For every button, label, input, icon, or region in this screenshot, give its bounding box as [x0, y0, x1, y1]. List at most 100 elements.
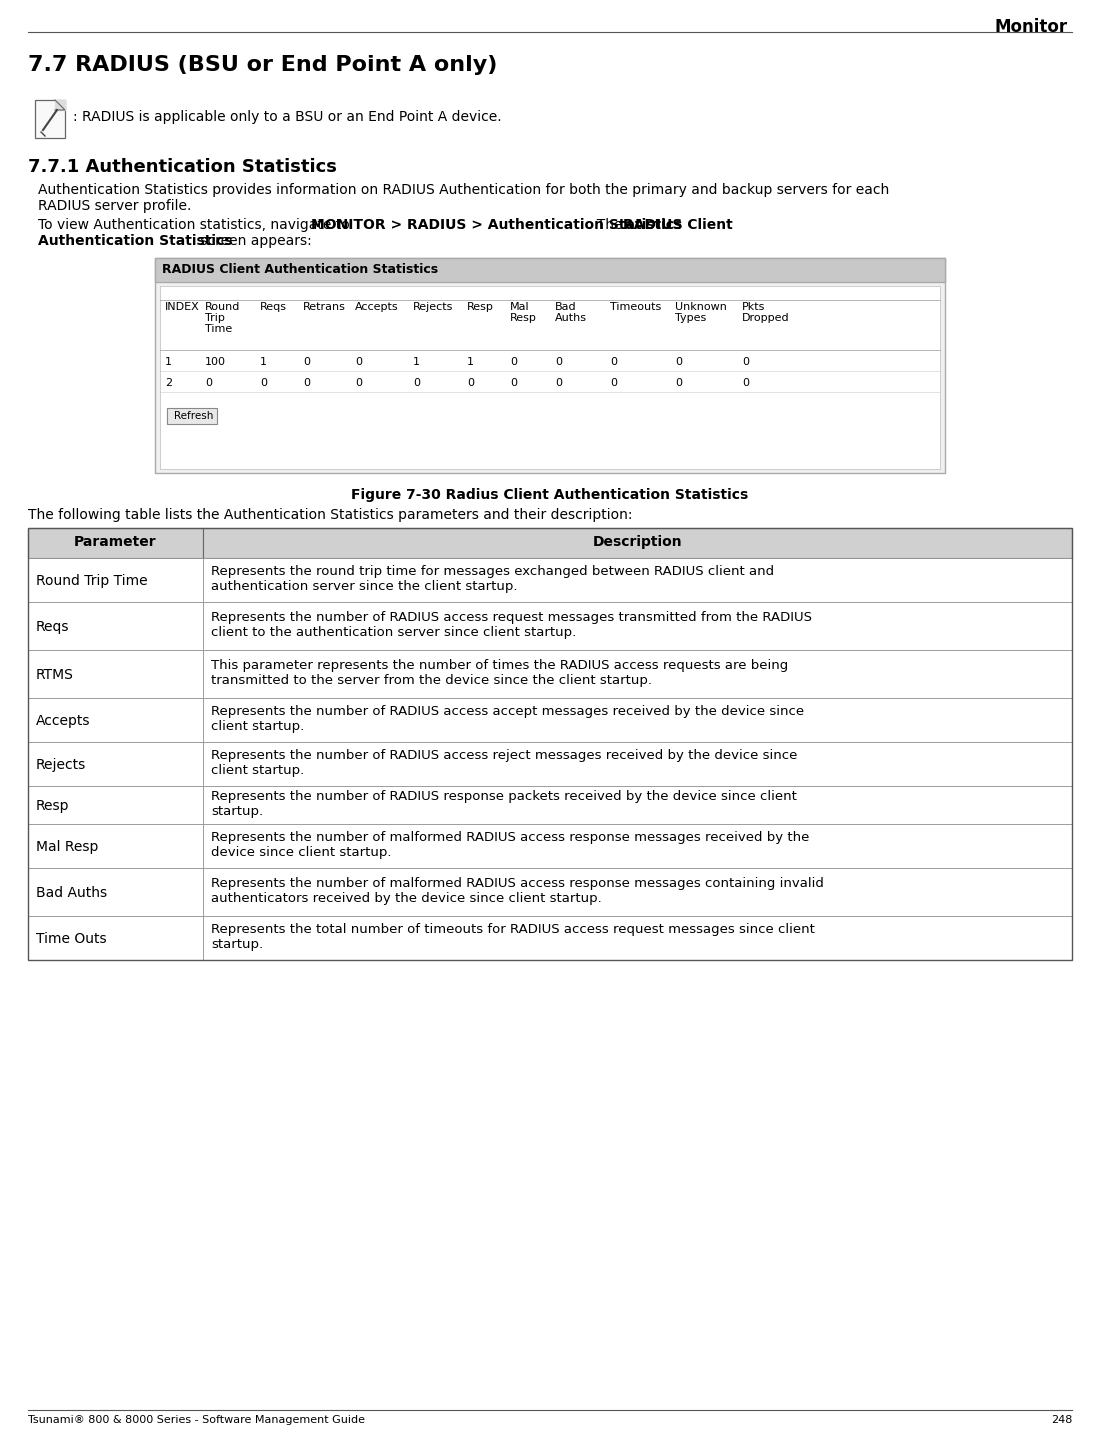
Bar	[204, 527, 1072, 557]
Text: 0: 0	[302, 379, 310, 389]
Bar	[204, 742, 1072, 786]
Text: 1: 1	[165, 357, 172, 367]
Text: startup.: startup.	[211, 805, 263, 817]
Text: Types: Types	[675, 313, 706, 323]
Bar	[167, 409, 217, 424]
Text: 0: 0	[355, 357, 362, 367]
Text: 0: 0	[556, 357, 562, 367]
Text: The following table lists the Authentication Statistics parameters and their des: The following table lists the Authentica…	[28, 507, 632, 522]
Text: 0: 0	[742, 357, 749, 367]
Text: Reqs: Reqs	[36, 620, 69, 634]
Bar	[204, 825, 1072, 867]
Polygon shape	[55, 100, 65, 110]
Text: RADIUS server profile.: RADIUS server profile.	[39, 199, 191, 213]
Text: 0: 0	[675, 357, 682, 367]
Bar	[28, 742, 204, 786]
Text: Represents the number of RADIUS access accept messages received by the device si: Represents the number of RADIUS access a…	[211, 704, 804, 717]
Text: Resp: Resp	[510, 313, 537, 323]
Text: Parameter: Parameter	[74, 534, 157, 549]
Text: Represents the number of RADIUS access reject messages received by the device si: Represents the number of RADIUS access r…	[211, 749, 798, 762]
Text: Represents the number of malformed RADIUS access response messages containing in: Represents the number of malformed RADIU…	[211, 877, 824, 890]
Bar	[28, 786, 204, 825]
Text: Round: Round	[205, 302, 241, 312]
Text: Represents the number of RADIUS response packets received by the device since cl: Represents the number of RADIUS response…	[211, 790, 796, 803]
Text: device since client startup.: device since client startup.	[211, 846, 392, 859]
Text: 0: 0	[412, 379, 420, 389]
Bar	[28, 825, 204, 867]
Text: Represents the number of RADIUS access request messages transmitted from the RAD: Represents the number of RADIUS access r…	[211, 612, 812, 624]
Bar	[204, 650, 1072, 697]
Text: 0: 0	[205, 379, 212, 389]
Text: Bad Auths: Bad Auths	[36, 886, 107, 900]
Text: Accepts: Accepts	[36, 714, 90, 727]
Text: To view Authentication statistics, navigate to: To view Authentication statistics, navig…	[39, 219, 354, 231]
Text: 0: 0	[355, 379, 362, 389]
Text: 0: 0	[675, 379, 682, 389]
Text: . The: . The	[587, 219, 627, 231]
Text: Resp: Resp	[36, 799, 69, 813]
Text: Trip: Trip	[205, 313, 224, 323]
Bar	[28, 697, 204, 742]
Text: Rejects: Rejects	[412, 302, 453, 312]
Text: 7.7 RADIUS (BSU or End Point A only): 7.7 RADIUS (BSU or End Point A only)	[28, 54, 497, 74]
Bar	[28, 602, 204, 650]
Text: 0: 0	[742, 379, 749, 389]
Text: 248: 248	[1050, 1415, 1072, 1425]
Text: Accepts: Accepts	[355, 302, 398, 312]
Text: RTMS: RTMS	[36, 667, 74, 682]
Text: Pkts: Pkts	[742, 302, 766, 312]
Text: MONITOR > RADIUS > Authentication Statistics: MONITOR > RADIUS > Authentication Statis…	[310, 219, 682, 231]
Text: 7.7.1 Authentication Statistics: 7.7.1 Authentication Statistics	[28, 159, 337, 176]
Bar	[204, 867, 1072, 916]
Text: client startup.: client startup.	[211, 720, 305, 733]
Text: Authentication Statistics provides information on RADIUS Authentication for both: Authentication Statistics provides infor…	[39, 183, 889, 197]
Text: 100: 100	[205, 357, 225, 367]
Text: transmitted to the server from the device since the client startup.: transmitted to the server from the devic…	[211, 674, 652, 687]
Text: Bad: Bad	[556, 302, 576, 312]
Bar	[204, 697, 1072, 742]
Text: screen appears:: screen appears:	[196, 234, 311, 249]
Text: startup.: startup.	[211, 937, 263, 952]
Text: 2: 2	[165, 379, 172, 389]
Text: Time: Time	[205, 324, 232, 334]
Text: 1: 1	[412, 357, 420, 367]
Text: Mal Resp: Mal Resp	[36, 840, 98, 855]
Bar	[28, 527, 1072, 960]
Bar	[28, 867, 204, 916]
Text: authentication server since the client startup.: authentication server since the client s…	[211, 580, 517, 593]
Bar	[204, 602, 1072, 650]
Bar	[204, 557, 1072, 602]
Text: This parameter represents the number of times the RADIUS access requests are bei: This parameter represents the number of …	[211, 659, 789, 672]
Text: 0: 0	[510, 379, 517, 389]
Text: Description: Description	[593, 534, 682, 549]
Text: client startup.: client startup.	[211, 765, 305, 777]
Text: RADIUS Client Authentication Statistics: RADIUS Client Authentication Statistics	[162, 263, 438, 276]
Text: 1: 1	[468, 357, 474, 367]
Bar	[28, 527, 204, 557]
Text: 0: 0	[556, 379, 562, 389]
Text: 0: 0	[302, 357, 310, 367]
Text: Authentication Statistics: Authentication Statistics	[39, 234, 232, 249]
Text: 1: 1	[260, 357, 267, 367]
Text: client to the authentication server since client startup.: client to the authentication server sinc…	[211, 626, 576, 639]
Text: Timeouts: Timeouts	[610, 302, 661, 312]
Text: Figure 7-30 Radius Client Authentication Statistics: Figure 7-30 Radius Client Authentication…	[351, 487, 749, 502]
Text: Unknown: Unknown	[675, 302, 727, 312]
Text: Represents the number of malformed RADIUS access response messages received by t: Represents the number of malformed RADIU…	[211, 832, 810, 845]
Bar	[28, 916, 204, 960]
Text: Represents the round trip time for messages exchanged between RADIUS client and: Represents the round trip time for messa…	[211, 564, 774, 577]
Text: Tsunami® 800 & 8000 Series - Software Management Guide: Tsunami® 800 & 8000 Series - Software Ma…	[28, 1415, 365, 1425]
Text: INDEX: INDEX	[165, 302, 200, 312]
Text: Retrans: Retrans	[302, 302, 345, 312]
Text: Auths: Auths	[556, 313, 587, 323]
Text: 0: 0	[510, 357, 517, 367]
Text: authenticators received by the device since client startup.: authenticators received by the device si…	[211, 892, 602, 905]
Text: : RADIUS is applicable only to a BSU or an End Point A device.: : RADIUS is applicable only to a BSU or …	[73, 110, 502, 124]
Bar	[160, 286, 940, 469]
Bar	[35, 100, 65, 139]
Text: 0: 0	[468, 379, 474, 389]
Text: Refresh: Refresh	[174, 412, 213, 422]
Text: Monitor: Monitor	[994, 19, 1068, 36]
Text: 0: 0	[260, 379, 267, 389]
Bar	[155, 259, 945, 282]
